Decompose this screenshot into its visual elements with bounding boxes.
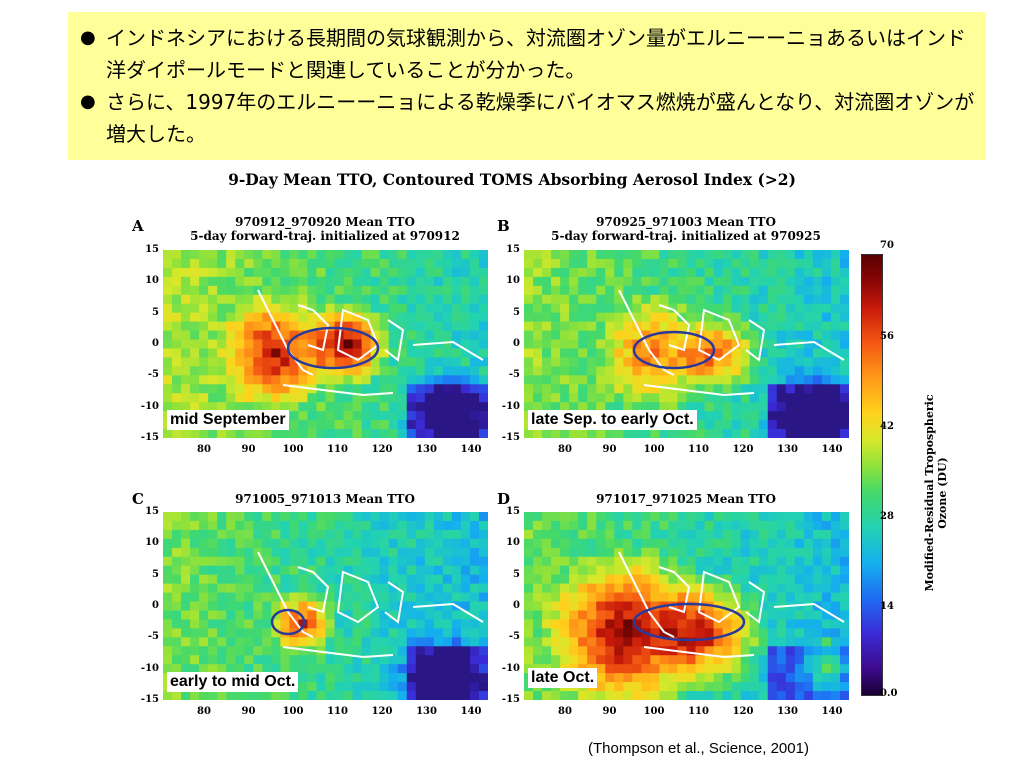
y-tick-label: 5: [513, 568, 520, 580]
y-tick-label: 10: [506, 537, 520, 549]
panel-header-line: 970912_970920 Mean TTO: [235, 215, 415, 229]
panel-caption: early to mid Oct.: [167, 672, 299, 692]
colorbar-tick: 0.0: [880, 688, 898, 699]
y-tick-label: -15: [140, 694, 159, 705]
y-tick-label: -10: [140, 400, 159, 412]
notes-box: ● インドネシアにおける長期間の気球観測から、対流圏オゾン量がエルニーーニョある…: [68, 12, 986, 160]
colorbar-tick: 70: [880, 240, 894, 251]
x-tick-label: 120: [732, 444, 754, 455]
y-tick-label: 10: [145, 275, 159, 287]
colorbar-tick: 14: [880, 601, 894, 612]
y-tick-label: -5: [147, 631, 159, 643]
y-tick-label: 10: [145, 537, 159, 549]
y-tick-label: 5: [513, 306, 520, 318]
x-tick-label: 100: [282, 444, 304, 455]
x-tick-label: 90: [602, 444, 617, 455]
x-tick-label: 140: [460, 706, 482, 717]
x-tick-label: 110: [327, 706, 348, 717]
y-tick-label: -10: [140, 662, 159, 674]
panel-header-line: 971005_971013 Mean TTO: [235, 492, 415, 506]
panel-header: 971005_971013 Mean TTO: [155, 492, 495, 506]
y-tick-label: 5: [152, 568, 159, 580]
y-tick-label: 0: [152, 600, 159, 611]
ozone-map: [163, 512, 488, 700]
x-tick-label: 120: [371, 706, 393, 717]
panel-letter: A: [132, 217, 144, 235]
colorbar-label: Modified-Residual Tropospheric Ozone (DU…: [923, 394, 949, 592]
x-tick-label: 110: [688, 706, 709, 717]
y-tick-label: -10: [501, 400, 520, 412]
x-tick-label: 130: [416, 444, 437, 455]
bullet-dot-icon: ●: [80, 91, 96, 112]
panel-letter: D: [497, 490, 511, 508]
colorbar-tick: 42: [880, 421, 894, 432]
x-tick-label: 110: [327, 444, 348, 455]
panel-header: 970912_970920 Mean TTO 5-day forward-traj…: [155, 215, 495, 243]
x-tick-label: 120: [732, 706, 754, 717]
panel-header-line: 5-day forward-traj. initialized at 97092…: [551, 229, 821, 243]
y-tick-label: 15: [145, 244, 159, 255]
y-tick-label: -5: [508, 631, 520, 643]
x-tick-label: 110: [688, 444, 709, 455]
x-tick-label: 80: [197, 706, 211, 717]
panel-header-line: 971017_971025 Mean TTO: [596, 492, 776, 506]
panel-letter: B: [497, 217, 510, 235]
colorbar-tick: 28: [880, 511, 894, 522]
panel-header-line: 970925_971003 Mean TTO: [596, 215, 776, 229]
y-tick-label: -15: [501, 432, 520, 443]
colorbar-tick: 56: [880, 331, 894, 342]
x-tick-label: 130: [777, 444, 798, 455]
x-tick-label: 140: [821, 444, 843, 455]
panel-caption: mid September: [167, 410, 289, 430]
y-tick-label: 15: [145, 506, 159, 517]
panel-caption: late Sep. to early Oct.: [528, 410, 697, 430]
y-tick-label: 10: [506, 275, 520, 287]
y-tick-label: -15: [140, 432, 159, 443]
figure-title: 9-Day Mean TTO, Contoured TOMS Absorbing…: [228, 170, 796, 189]
y-tick-label: -15: [501, 694, 520, 705]
panel-header: 970925_971003 Mean TTO 5-day forward-traj…: [516, 215, 856, 243]
x-tick-label: 90: [241, 444, 256, 455]
y-tick-label: -5: [508, 369, 520, 381]
x-tick-label: 140: [460, 444, 482, 455]
panel-header: 971017_971025 Mean TTO: [516, 492, 856, 506]
bullet-text: インドネシアにおける長期間の気球観測から、対流圏オゾン量がエルニーーニョあるいは…: [106, 26, 966, 82]
ozone-map: [524, 250, 849, 438]
x-tick-label: 90: [602, 706, 617, 717]
citation: (Thompson et al., Science, 2001): [588, 740, 809, 757]
x-tick-label: 100: [282, 706, 304, 717]
bullet-item: ● さらに、1997年のエルニーーニョによる乾燥季にバイオマス燃焼が盛んとなり、…: [80, 86, 976, 150]
bullet-dot-icon: ●: [80, 27, 96, 48]
panel-letter: C: [132, 490, 144, 508]
x-tick-label: 80: [558, 706, 572, 717]
panel-header-line: 5-day forward-traj. initialized at 97091…: [190, 229, 460, 243]
x-tick-label: 90: [241, 706, 256, 717]
x-tick-label: 130: [777, 706, 798, 717]
x-tick-label: 140: [821, 706, 843, 717]
y-tick-label: 0: [513, 338, 520, 349]
bullet-item: ● インドネシアにおける長期間の気球観測から、対流圏オゾン量がエルニーーニョある…: [80, 22, 976, 86]
x-tick-label: 80: [558, 444, 572, 455]
y-tick-label: 15: [506, 244, 520, 255]
x-tick-label: 80: [197, 444, 211, 455]
y-tick-label: -5: [147, 369, 159, 381]
panel-caption: late Oct.: [528, 668, 598, 688]
x-tick-label: 100: [643, 706, 665, 717]
y-tick-label: 0: [513, 600, 520, 611]
y-tick-label: 0: [152, 338, 159, 349]
colorbar: [861, 254, 883, 696]
y-tick-label: 15: [506, 506, 520, 517]
bullet-text: さらに、1997年のエルニーーニョによる乾燥季にバイオマス燃焼が盛んとなり、対流…: [106, 90, 975, 146]
x-tick-label: 130: [416, 706, 437, 717]
x-tick-label: 120: [371, 444, 393, 455]
y-tick-label: 5: [152, 306, 159, 318]
x-tick-label: 100: [643, 444, 665, 455]
y-tick-label: -10: [501, 662, 520, 674]
